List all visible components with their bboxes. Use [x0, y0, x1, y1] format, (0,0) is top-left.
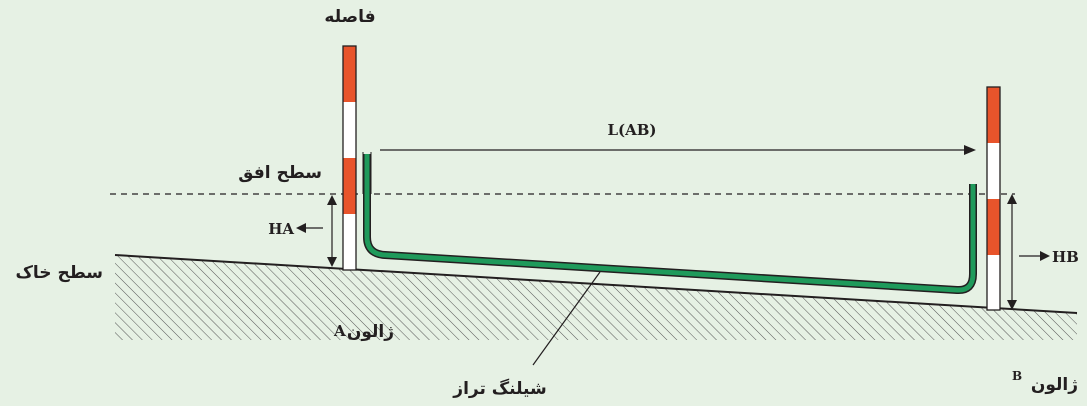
distance-label: فاصله — [324, 7, 375, 27]
length-arrow — [380, 145, 976, 155]
level-hose — [362, 152, 977, 295]
horizontal-plane-label: سطح افق — [238, 163, 322, 183]
rod-b — [986, 86, 1001, 311]
rod-a-label-text: ژالون — [347, 322, 394, 342]
rod-b-label-text: ژالون — [1031, 375, 1078, 395]
length-label: L(AB) — [607, 121, 656, 139]
rod-b-label-letter: B — [1012, 369, 1022, 383]
ground-surface-label: سطح خاک — [16, 263, 104, 283]
height-a-label: HA — [268, 220, 294, 238]
hose-leader-line — [532, 271, 601, 366]
soil-hatch — [115, 255, 1077, 340]
height-b-label: HB — [1052, 248, 1079, 266]
rod-a — [342, 45, 357, 271]
ground-line — [114, 254, 1078, 314]
rod-a-label-letter: A — [333, 322, 346, 340]
level-hose-label: شیلنگ تراز — [452, 378, 546, 399]
height-a-dimension — [296, 195, 337, 267]
height-b-dimension — [1007, 194, 1050, 310]
